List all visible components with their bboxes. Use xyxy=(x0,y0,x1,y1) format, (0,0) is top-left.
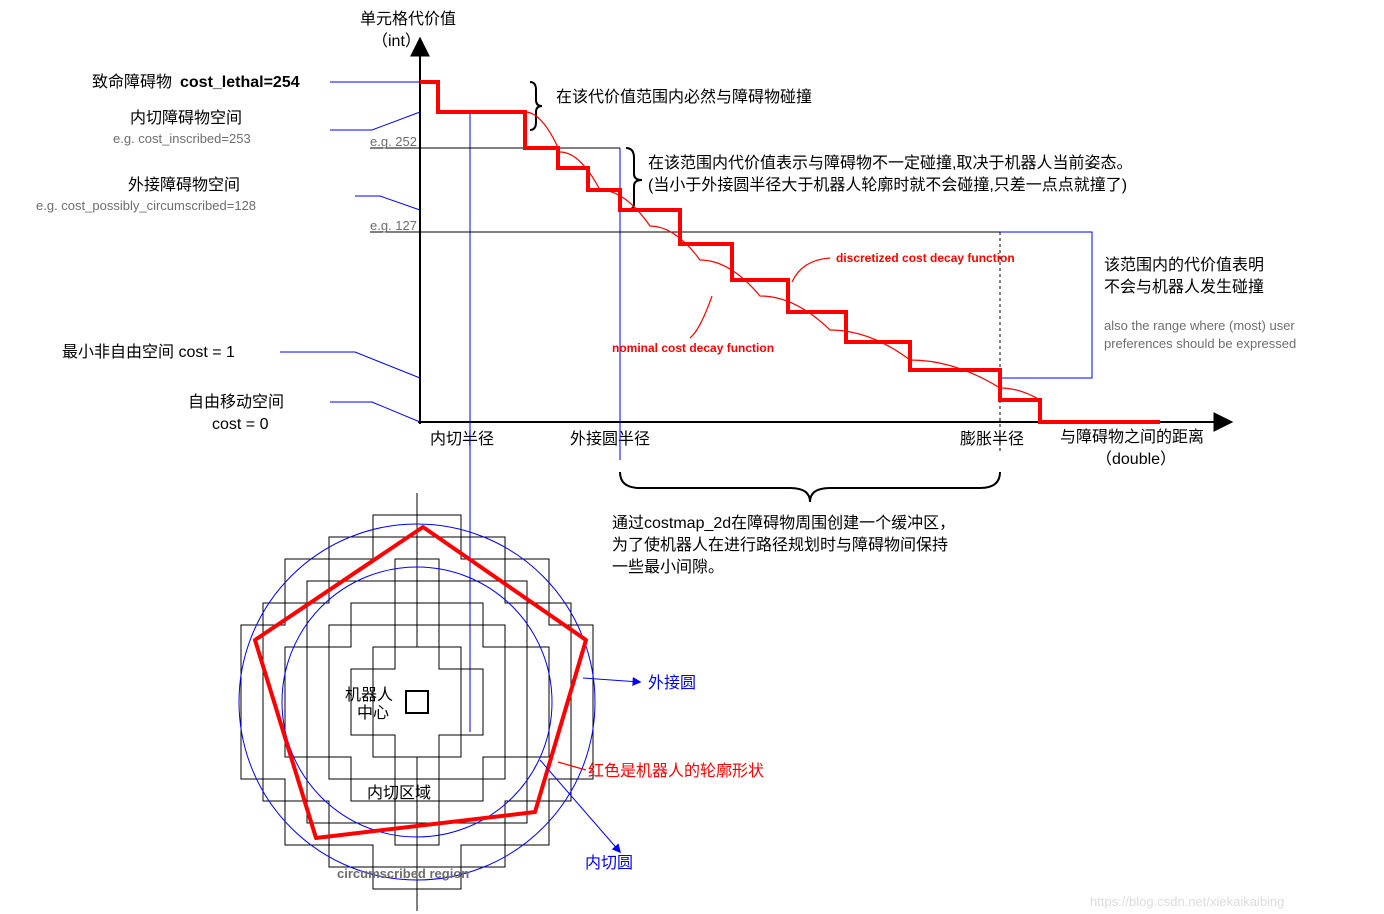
robot-center-l2: 中心 xyxy=(357,704,389,722)
label-cost1: 最小非自由空间 cost = 1 xyxy=(62,343,235,361)
label-cost0-1: 自由移动空间 xyxy=(188,393,284,411)
anno-buffer-1: 通过costmap_2d在障碍物周围创建一个缓冲区， xyxy=(612,514,955,532)
anno-top: 在该代价值范围内必然与障碍物碰撞 xyxy=(556,88,812,106)
label-circ-zh: 外接障碍物空间 xyxy=(128,176,240,194)
anno-right-en2: preferences should be expressed xyxy=(1104,336,1296,351)
label-eg127: e.g. 127 xyxy=(370,218,417,233)
label-lethal-eq: cost_lethal=254 xyxy=(180,74,300,91)
y-axis-title-1: 单元格代价值 xyxy=(360,10,456,28)
y-axis-title-2: （int） xyxy=(372,32,421,50)
bracket-top xyxy=(530,82,542,130)
label-circ-eq: e.g. cost_possibly_circumscribed=128 xyxy=(36,198,256,213)
anno-right-1: 该范围内的代价值表明 xyxy=(1104,256,1264,274)
label-contour: 红色是机器人的轮廓形状 xyxy=(588,762,764,780)
label-inscribed-zh: 内切障碍物空间 xyxy=(130,109,242,127)
leader-cost0 xyxy=(330,402,420,422)
label-cost0-2: cost = 0 xyxy=(212,416,269,433)
xtick-inflation: 膨胀半径 xyxy=(960,430,1024,448)
ptr-discretized xyxy=(792,258,830,282)
brace-buffer xyxy=(620,472,1000,502)
label-circumscribed-region: circumscribed region xyxy=(337,866,469,881)
xtick-inscribed: 内切半径 xyxy=(430,430,494,448)
label-inscribed-region: 内切区域 xyxy=(367,784,431,802)
xtick-circ: 外接圆半径 xyxy=(570,430,650,448)
label-inscribed-eq: e.g. cost_inscribed=253 xyxy=(113,131,251,146)
arrow-outer xyxy=(583,678,640,682)
robot-center-l1: 机器人 xyxy=(345,686,393,704)
label-lethal-zh: 致命障碍物 xyxy=(92,73,172,91)
label-nominal: nominal cost decay function xyxy=(612,341,774,355)
leader-inscribed xyxy=(330,112,420,130)
label-inner: 内切圆 xyxy=(585,854,633,872)
staircase xyxy=(420,82,1160,422)
bracket-mid xyxy=(626,148,642,210)
anno-mid-1: 在该范围内代价值表示与障碍物不一定碰撞,取决于机器人当前姿态。 xyxy=(648,154,1132,172)
anno-mid-2: (当小于外接圆半径大于机器人轮廓时就不会碰撞,只差一点点就撞了) xyxy=(648,176,1127,194)
label-outer: 外接圆 xyxy=(648,674,696,692)
x-axis-title-1: 与障碍物之间的距离 xyxy=(1060,428,1204,446)
robot-center-box xyxy=(406,691,428,713)
anno-buffer-3: 一些最小间隙。 xyxy=(612,558,724,576)
leader-cost1 xyxy=(280,352,420,378)
anno-right-2: 不会与机器人发生碰撞 xyxy=(1104,278,1264,296)
x-axis-title-2: （double） xyxy=(1096,450,1176,468)
watermark: https://blog.csdn.net/xiekaikaibing xyxy=(1090,894,1284,909)
leader-circ xyxy=(355,196,420,210)
label-discretized: discretized cost decay function xyxy=(836,251,1015,265)
label-eg252: e.g. 252 xyxy=(370,134,417,149)
ptr-nominal xyxy=(690,296,712,338)
anno-buffer-2: 为了使机器人在进行路径规划时与障碍物间保持 xyxy=(612,536,948,554)
arrow-contour xyxy=(558,762,586,770)
anno-right-en1: also the range where (most) user xyxy=(1104,318,1295,333)
